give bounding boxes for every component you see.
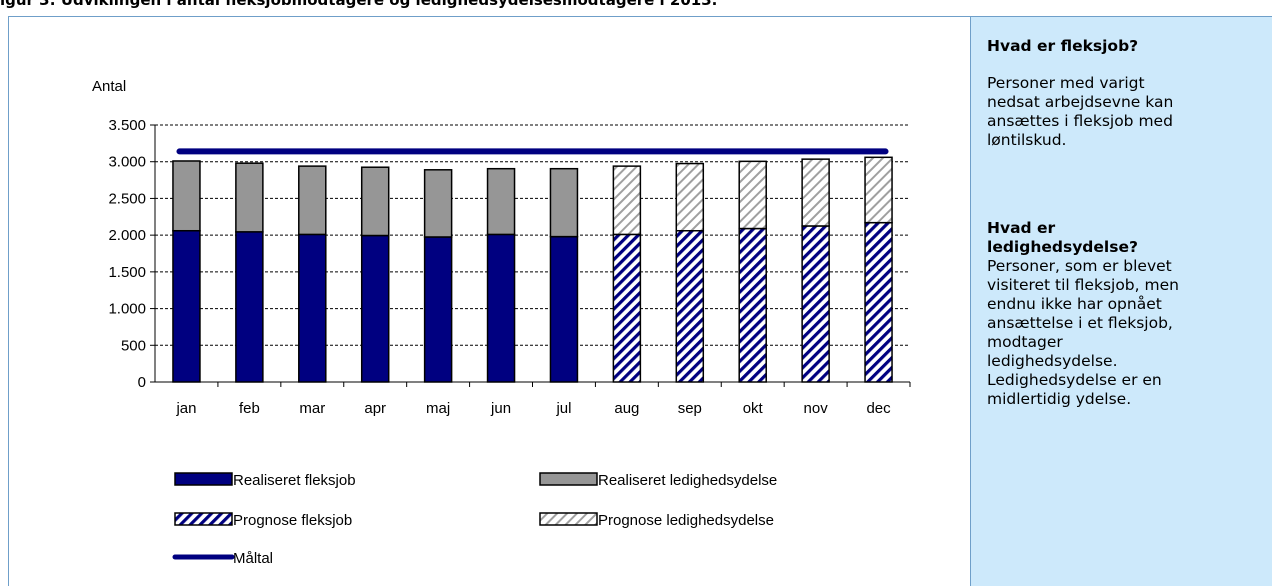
- bar-realiseret-fleksjob: [486, 233, 516, 383]
- info-panel: Hvad er fleksjob? Personer med varigt ne…: [970, 16, 1272, 586]
- y-tick-label: 3.000: [108, 154, 146, 171]
- info-line: endnu ikke har opnået: [987, 295, 1162, 313]
- figure-title: igur 3: Udviklingen i antal fleksjobmodt…: [0, 0, 718, 9]
- bar-realiseret-ledighedsydelse: [298, 165, 327, 236]
- info-text-ledighedsydelse: Personer, som er blevet visiteret til fl…: [987, 257, 1262, 409]
- x-tick-label: nov: [804, 400, 829, 417]
- bar-prognose-ledighedsydelse: [738, 160, 767, 230]
- legend-swatch: [174, 512, 233, 526]
- chart: Antal 0 500 1.000 1.500 2.000 2.500 3.000 3.500…: [92, 78, 911, 567]
- legend-swatch: [539, 472, 598, 486]
- legend: Realiseret fleksjob Realiseret ledighedsy…: [172, 472, 777, 567]
- x-tick-label: apr: [364, 400, 386, 417]
- bar-realiseret-ledighedsydelse: [549, 167, 579, 238]
- legend-label: Prognose fleksjob: [233, 512, 352, 529]
- info-line: midlertidig ydelse.: [987, 390, 1132, 408]
- info-line: ansættes i fleksjob med: [987, 112, 1173, 130]
- info-line: Ledighedsydelse er en: [987, 371, 1162, 389]
- info-line: ansættelse i et fleksjob,: [987, 314, 1173, 332]
- bar-realiseret-fleksjob: [423, 236, 453, 383]
- bar-realiseret-fleksjob: [360, 234, 390, 383]
- legend-label: Måltal: [233, 550, 273, 567]
- legend-label: Realiseret ledighedsydelse: [598, 472, 777, 489]
- info-line: Personer med varigt: [987, 74, 1145, 92]
- bar-realiseret-fleksjob: [172, 229, 201, 383]
- info-text-fleksjob: Personer med varigt nedsat arbejdsevne k…: [987, 74, 1262, 150]
- bar-realiseret-fleksjob: [235, 231, 264, 383]
- y-tick-label: 0: [138, 374, 146, 391]
- y-tick-label: 3.500: [108, 117, 146, 134]
- bar-realiseret-ledighedsydelse: [360, 166, 390, 237]
- x-tick-label: okt: [743, 400, 764, 417]
- bar-prognose-fleksjob: [864, 221, 893, 383]
- x-tick-label: mar: [299, 400, 325, 417]
- info-line: nedsat arbejdsevne kan: [987, 93, 1174, 111]
- y-tick-label: 1.500: [108, 264, 146, 281]
- legend-swatch: [539, 512, 598, 526]
- bar-prognose-ledighedsydelse: [675, 162, 705, 232]
- info-line: Personer, som er blevet: [987, 257, 1172, 275]
- y-tick-label: 500: [121, 337, 146, 354]
- info-heading-ledighedsydelse: Hvad er ledighedsydelse?: [987, 219, 1267, 257]
- x-tick-label: jun: [490, 400, 511, 417]
- info-line: modtager: [987, 333, 1063, 351]
- bar-prognose-fleksjob: [801, 225, 830, 383]
- bar-realiseret-ledighedsydelse: [486, 167, 516, 236]
- legend-label: Prognose ledighedsydelse: [598, 512, 774, 529]
- x-axis-ticks: jan feb mar apr maj jun jul aug sep okt nov dec: [175, 382, 911, 417]
- y-tick-label: 2.000: [108, 227, 146, 244]
- info-heading-fleksjob: Hvad er fleksjob?: [987, 37, 1139, 55]
- bar-prognose-fleksjob: [738, 227, 767, 383]
- bar-realiseret-ledighedsydelse: [172, 160, 201, 232]
- bar-realiseret-ledighedsydelse: [423, 169, 453, 238]
- info-line: ledighedsydelse.: [987, 352, 1118, 370]
- info-line: løntilskud.: [987, 131, 1067, 149]
- y-axis-label: Antal: [92, 78, 126, 95]
- gridlines: [155, 124, 910, 346]
- y-tick-label: 2.500: [108, 190, 146, 207]
- bar-prognose-fleksjob: [675, 229, 705, 383]
- legend-label: Realiseret fleksjob: [233, 472, 356, 489]
- bar-realiseret-fleksjob: [549, 235, 579, 383]
- bars: [172, 156, 893, 383]
- bar-prognose-fleksjob: [612, 233, 642, 383]
- x-tick-label: feb: [239, 400, 260, 417]
- info-line: visiteret til fleksjob, men: [987, 276, 1179, 294]
- x-tick-label: sep: [678, 400, 702, 417]
- bar-prognose-ledighedsydelse: [864, 156, 893, 224]
- x-tick-label: maj: [426, 400, 450, 417]
- info-heading-line: ledighedsydelse?: [987, 238, 1138, 256]
- bar-prognose-ledighedsydelse: [801, 158, 830, 227]
- x-tick-label: dec: [866, 400, 891, 417]
- bar-realiseret-fleksjob: [298, 233, 327, 383]
- info-heading-line: Hvad er: [987, 219, 1056, 237]
- y-tick-label: 1.000: [108, 301, 146, 318]
- x-tick-label: aug: [614, 400, 639, 417]
- bar-prognose-ledighedsydelse: [612, 165, 642, 236]
- x-tick-label: jul: [555, 400, 571, 417]
- x-tick-label: jan: [175, 400, 196, 417]
- legend-swatch: [174, 472, 233, 486]
- bar-realiseret-ledighedsydelse: [235, 162, 264, 233]
